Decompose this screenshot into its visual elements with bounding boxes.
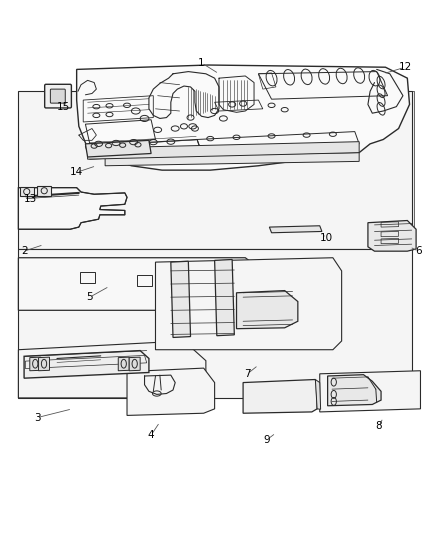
Polygon shape [129, 357, 140, 371]
Text: 2: 2 [21, 246, 28, 256]
Text: 3: 3 [34, 413, 41, 423]
Text: 15: 15 [57, 102, 70, 111]
Polygon shape [237, 290, 298, 329]
FancyBboxPatch shape [20, 187, 34, 197]
Polygon shape [24, 91, 414, 249]
Polygon shape [171, 261, 191, 337]
Text: 8: 8 [375, 422, 382, 431]
Polygon shape [215, 260, 234, 336]
Text: 9: 9 [264, 434, 271, 445]
Polygon shape [368, 221, 416, 251]
Polygon shape [105, 152, 359, 166]
Text: 1: 1 [198, 58, 205, 68]
FancyBboxPatch shape [50, 89, 65, 103]
FancyBboxPatch shape [45, 84, 71, 108]
Text: 5: 5 [86, 292, 93, 302]
Text: 7: 7 [244, 369, 251, 379]
Polygon shape [328, 375, 381, 406]
Polygon shape [18, 341, 206, 398]
Polygon shape [18, 249, 412, 398]
Text: 14: 14 [70, 167, 83, 177]
Text: 12: 12 [399, 62, 412, 72]
Polygon shape [269, 226, 322, 233]
Polygon shape [30, 357, 41, 371]
Text: 4: 4 [148, 430, 155, 440]
Polygon shape [18, 188, 127, 229]
Polygon shape [39, 357, 49, 371]
Polygon shape [243, 379, 317, 413]
Polygon shape [127, 368, 215, 415]
Polygon shape [88, 142, 359, 159]
Polygon shape [320, 371, 420, 412]
Polygon shape [24, 351, 149, 378]
Text: 6: 6 [415, 246, 422, 256]
Polygon shape [18, 258, 263, 310]
Polygon shape [18, 91, 412, 249]
Polygon shape [315, 379, 321, 409]
Polygon shape [118, 357, 129, 371]
FancyBboxPatch shape [37, 186, 51, 196]
Text: 13: 13 [24, 193, 37, 204]
Text: 10: 10 [320, 233, 333, 243]
Polygon shape [77, 65, 410, 170]
Polygon shape [155, 258, 342, 350]
Polygon shape [85, 140, 151, 157]
